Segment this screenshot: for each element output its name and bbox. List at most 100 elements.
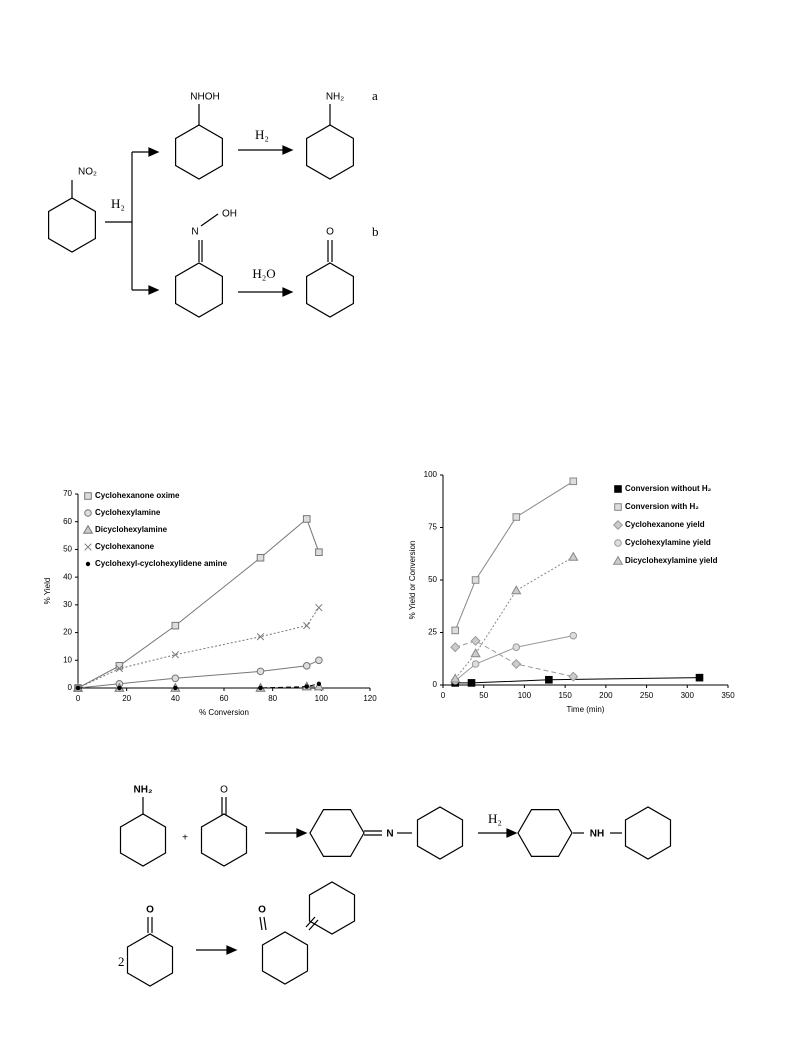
marker	[304, 684, 309, 689]
marker	[303, 621, 311, 630]
ring	[309, 808, 365, 858]
legend-marker	[84, 509, 92, 517]
ring	[200, 813, 248, 867]
ring	[261, 931, 309, 985]
ring	[306, 124, 354, 180]
marker	[173, 685, 178, 691]
y-tick-label: 25	[428, 628, 437, 637]
legend-marker	[82, 524, 94, 534]
atom: N	[386, 829, 393, 840]
reagent: H₂	[255, 127, 269, 142]
y-tick-label: 50	[63, 545, 72, 554]
marker	[256, 553, 265, 562]
legend-label: Cyclohexylamine	[95, 508, 161, 517]
ring	[624, 806, 672, 860]
marker	[313, 681, 325, 691]
x-tick-label: 0	[76, 694, 81, 703]
legend-label: Conversion with H₂	[625, 502, 699, 511]
y-tick-label: 30	[63, 600, 72, 609]
substituent: NO₂	[78, 167, 97, 178]
marker	[471, 660, 480, 668]
x-axis-label: % Conversion	[199, 708, 249, 717]
x-tick-label: 300	[681, 691, 695, 700]
marker	[450, 673, 461, 683]
marker	[302, 662, 311, 670]
marker	[316, 681, 322, 687]
substituent: NHOH	[190, 92, 219, 103]
marker	[569, 477, 578, 486]
x-tick-label: 250	[640, 691, 654, 700]
series-line	[77, 607, 320, 689]
reagent: H₂O	[252, 266, 275, 281]
legend-marker	[612, 519, 624, 531]
y-tick-label: 10	[63, 655, 72, 664]
atom: O	[326, 227, 334, 238]
marker	[512, 513, 521, 521]
marker	[171, 621, 180, 630]
arrows	[142, 797, 622, 955]
marker	[256, 667, 265, 676]
legend-label: Cyclohexanone yield	[625, 520, 705, 529]
series-line	[77, 518, 320, 689]
legend-label: Cyclohexyl-cyclohexylidene amine	[95, 559, 228, 568]
y-tick-label: 0	[433, 680, 438, 689]
x-tick-label: 40	[171, 694, 180, 703]
x-tick-label: 20	[122, 694, 131, 703]
legend-marker	[612, 555, 624, 565]
marker	[467, 679, 476, 687]
marker	[315, 603, 323, 612]
y-tick-label: 20	[63, 628, 72, 637]
y-axis-label: % Yield or Conversion	[408, 541, 417, 620]
legend-marker	[85, 561, 91, 567]
y-tick-label: 75	[428, 523, 437, 532]
ring	[175, 124, 223, 180]
ring	[175, 262, 223, 318]
x-tick-label: 100	[518, 691, 532, 700]
substituent: NH₂	[134, 785, 153, 796]
marker	[470, 635, 481, 646]
ring	[416, 806, 464, 860]
legend-marker	[84, 543, 92, 551]
marker	[568, 671, 579, 682]
x-tick-label: 80	[268, 694, 277, 703]
series-line	[455, 640, 574, 678]
substituent: NH₂	[326, 92, 344, 103]
coefficient: 2	[118, 954, 125, 969]
legend-marker	[614, 539, 622, 547]
marker	[545, 675, 553, 684]
marker	[258, 685, 263, 691]
marker	[450, 642, 461, 653]
ring	[119, 813, 167, 867]
legend-marker	[614, 503, 622, 511]
substituent: OH	[222, 209, 237, 220]
atom: N	[191, 227, 198, 238]
marker	[568, 551, 579, 561]
y-tick-label: 40	[63, 572, 72, 581]
marker	[75, 685, 81, 691]
atom: O	[258, 905, 266, 916]
series-line	[454, 635, 574, 682]
legend-label: Cyclohexylamine yield	[625, 538, 711, 547]
series-line	[78, 683, 320, 689]
series-line	[77, 659, 320, 689]
ring	[517, 808, 573, 858]
atom: NH	[590, 829, 604, 840]
plus: +	[182, 833, 188, 844]
marker	[256, 633, 265, 641]
atom: O	[220, 785, 228, 796]
atom: O	[146, 905, 154, 916]
x-tick-label: 150	[558, 691, 572, 700]
marker	[115, 664, 124, 673]
ring	[306, 262, 354, 318]
legend-marker	[84, 492, 92, 500]
x-tick-label: 0	[441, 691, 446, 700]
marker	[171, 674, 180, 683]
marker	[171, 651, 179, 659]
x-tick-label: 200	[599, 691, 613, 700]
legend-label: Dicyclohexylamine	[95, 525, 168, 534]
series-line	[454, 556, 574, 680]
legend-label: Dicyclohexylamine yield	[625, 556, 718, 565]
reagent: H₂	[111, 196, 125, 211]
y-tick-label: 100	[424, 470, 438, 479]
